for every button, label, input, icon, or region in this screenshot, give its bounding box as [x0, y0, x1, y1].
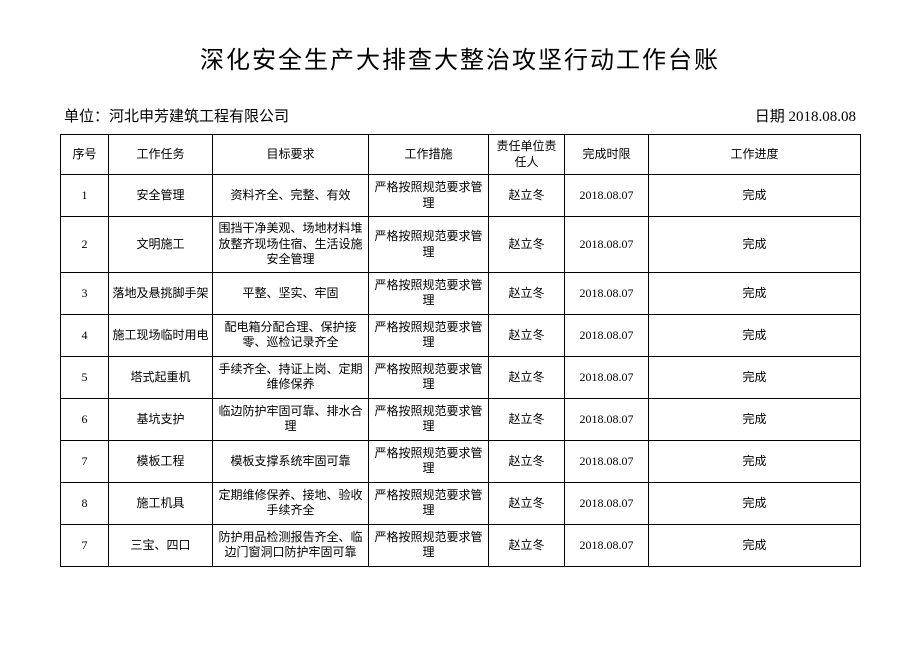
table-cell: 2018.08.07	[565, 356, 649, 398]
date-info: 日期 2018.08.08	[755, 105, 856, 126]
table-row: 5塔式起重机手续齐全、持证上岗、定期维修保养严格按照规范要求管理赵立冬2018.…	[61, 356, 861, 398]
table-cell: 完成	[649, 482, 861, 524]
table-cell: 严格按照规范要求管理	[369, 356, 489, 398]
table-row: 3落地及悬挑脚手架平整、坚实、牢固严格按照规范要求管理赵立冬2018.08.07…	[61, 272, 861, 314]
table-cell: 赵立冬	[489, 398, 565, 440]
meta-row: 单位：河北申芳建筑工程有限公司 日期 2018.08.08	[60, 105, 860, 126]
table-cell: 7	[61, 440, 109, 482]
table-cell: 2018.08.07	[565, 272, 649, 314]
table-cell: 完成	[649, 398, 861, 440]
table-cell: 严格按照规范要求管理	[369, 175, 489, 217]
table-cell: 完成	[649, 272, 861, 314]
table-cell: 施工机具	[109, 482, 213, 524]
table-cell: 安全管理	[109, 175, 213, 217]
col-header-seq: 序号	[61, 135, 109, 175]
table-cell: 3	[61, 272, 109, 314]
table-cell: 三宝、四口	[109, 524, 213, 566]
col-header-progress: 工作进度	[649, 135, 861, 175]
table-cell: 2018.08.07	[565, 524, 649, 566]
unit-value: 河北申芳建筑工程有限公司	[109, 109, 289, 125]
table-cell: 完成	[649, 524, 861, 566]
table-cell: 2018.08.07	[565, 482, 649, 524]
table-cell: 赵立冬	[489, 524, 565, 566]
table-row: 7模板工程模板支撑系统牢固可靠严格按照规范要求管理赵立冬2018.08.07完成	[61, 440, 861, 482]
table-cell: 严格按照规范要求管理	[369, 482, 489, 524]
col-header-deadline: 完成时限	[565, 135, 649, 175]
table-cell: 赵立冬	[489, 217, 565, 273]
col-header-measure: 工作措施	[369, 135, 489, 175]
table-cell: 完成	[649, 175, 861, 217]
table-cell: 完成	[649, 356, 861, 398]
table-cell: 平整、坚实、牢固	[213, 272, 369, 314]
table-cell: 严格按照规范要求管理	[369, 398, 489, 440]
table-cell: 1	[61, 175, 109, 217]
table-cell: 配电箱分配合理、保护接零、巡检记录齐全	[213, 314, 369, 356]
table-cell: 完成	[649, 440, 861, 482]
table-cell: 5	[61, 356, 109, 398]
table-cell: 临边防护牢固可靠、排水合理	[213, 398, 369, 440]
table-cell: 2	[61, 217, 109, 273]
table-cell: 8	[61, 482, 109, 524]
table-cell: 6	[61, 398, 109, 440]
unit-info: 单位：河北申芳建筑工程有限公司	[64, 105, 755, 126]
table-cell: 赵立冬	[489, 272, 565, 314]
table-cell: 定期维修保养、接地、验收手续齐全	[213, 482, 369, 524]
table-cell: 完成	[649, 217, 861, 273]
table-cell: 严格按照规范要求管理	[369, 272, 489, 314]
table-cell: 完成	[649, 314, 861, 356]
page-title: 深化安全生产大排查大整治攻坚行动工作台账	[60, 40, 860, 75]
col-header-resp: 责任单位责任人	[489, 135, 565, 175]
table-cell: 4	[61, 314, 109, 356]
table-cell: 赵立冬	[489, 482, 565, 524]
table-cell: 赵立冬	[489, 175, 565, 217]
table-cell: 塔式起重机	[109, 356, 213, 398]
table-cell: 2018.08.07	[565, 398, 649, 440]
col-header-target: 目标要求	[213, 135, 369, 175]
table-cell: 2018.08.07	[565, 217, 649, 273]
table-cell: 2018.08.07	[565, 175, 649, 217]
table-cell: 赵立冬	[489, 356, 565, 398]
table-cell: 模板工程	[109, 440, 213, 482]
table-cell: 2018.08.07	[565, 440, 649, 482]
table-cell: 2018.08.07	[565, 314, 649, 356]
table-cell: 严格按照规范要求管理	[369, 524, 489, 566]
table-header-row: 序号 工作任务 目标要求 工作措施 责任单位责任人 完成时限 工作进度	[61, 135, 861, 175]
table-cell: 落地及悬挑脚手架	[109, 272, 213, 314]
table-cell: 手续齐全、持证上岗、定期维修保养	[213, 356, 369, 398]
table-cell: 模板支撑系统牢固可靠	[213, 440, 369, 482]
col-header-task: 工作任务	[109, 135, 213, 175]
table-cell: 施工现场临时用电	[109, 314, 213, 356]
table-cell: 赵立冬	[489, 314, 565, 356]
unit-label: 单位：	[64, 109, 109, 125]
table-row: 2文明施工围挡干净美观、场地材料堆放整齐现场住宿、生活设施安全管理严格按照规范要…	[61, 217, 861, 273]
date-value: 2018.08.08	[789, 109, 857, 125]
date-label: 日期	[755, 109, 785, 125]
table-cell: 资料齐全、完整、有效	[213, 175, 369, 217]
table-cell: 赵立冬	[489, 440, 565, 482]
table-cell: 防护用品检测报告齐全、临边门窗洞口防护牢固可靠	[213, 524, 369, 566]
table-row: 8施工机具定期维修保养、接地、验收手续齐全严格按照规范要求管理赵立冬2018.0…	[61, 482, 861, 524]
table-row: 4施工现场临时用电配电箱分配合理、保护接零、巡检记录齐全严格按照规范要求管理赵立…	[61, 314, 861, 356]
table-cell: 围挡干净美观、场地材料堆放整齐现场住宿、生活设施安全管理	[213, 217, 369, 273]
table-cell: 7	[61, 524, 109, 566]
table-cell: 严格按照规范要求管理	[369, 440, 489, 482]
table-cell: 严格按照规范要求管理	[369, 314, 489, 356]
table-row: 6基坑支护临边防护牢固可靠、排水合理严格按照规范要求管理赵立冬2018.08.0…	[61, 398, 861, 440]
table-body: 1安全管理资料齐全、完整、有效严格按照规范要求管理赵立冬2018.08.07完成…	[61, 175, 861, 567]
table-cell: 基坑支护	[109, 398, 213, 440]
table-row: 7三宝、四口防护用品检测报告齐全、临边门窗洞口防护牢固可靠严格按照规范要求管理赵…	[61, 524, 861, 566]
ledger-table: 序号 工作任务 目标要求 工作措施 责任单位责任人 完成时限 工作进度 1安全管…	[60, 134, 861, 567]
table-cell: 严格按照规范要求管理	[369, 217, 489, 273]
table-cell: 文明施工	[109, 217, 213, 273]
table-row: 1安全管理资料齐全、完整、有效严格按照规范要求管理赵立冬2018.08.07完成	[61, 175, 861, 217]
